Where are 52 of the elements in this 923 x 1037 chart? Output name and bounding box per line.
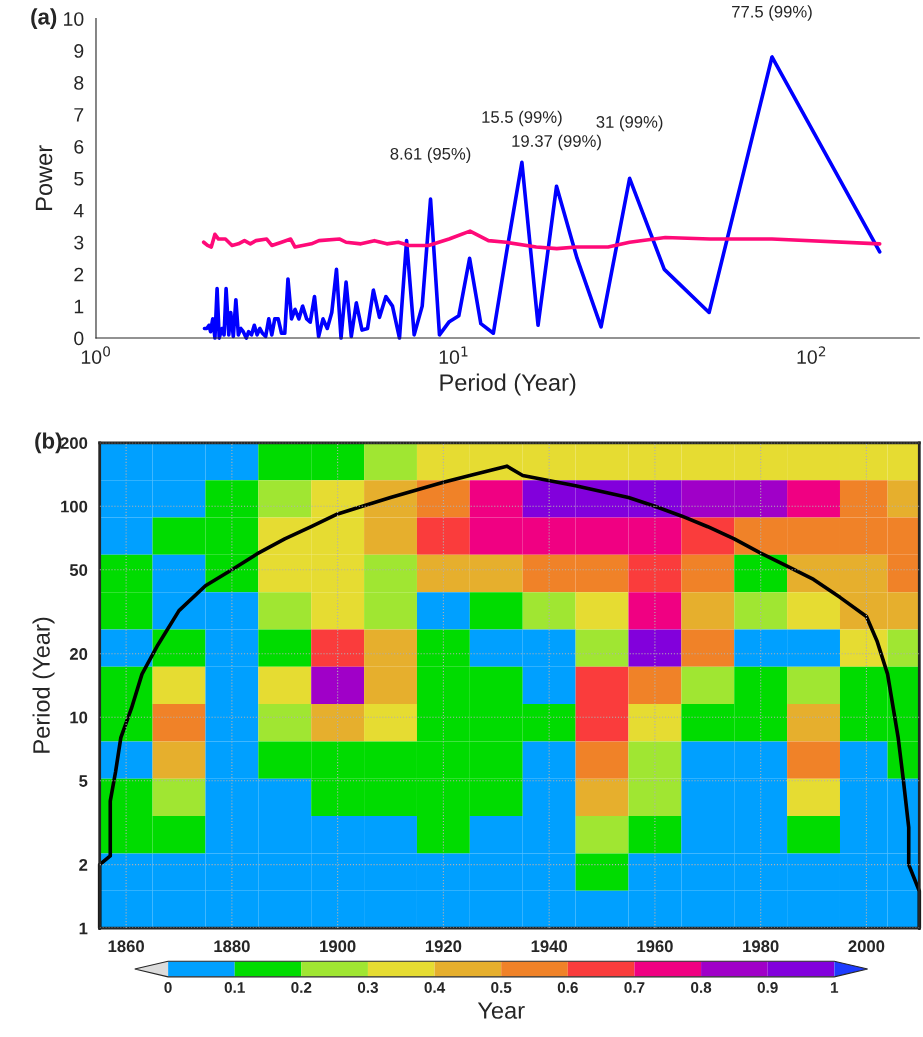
y-tick-label: 2 bbox=[79, 859, 88, 871]
y-tick-label: 10 bbox=[70, 711, 88, 724]
color-bar-label: 0.6 bbox=[557, 982, 578, 993]
color-bar-label: 1 bbox=[831, 982, 839, 993]
y-tick-label: 9 bbox=[74, 44, 84, 58]
annotation: 15.5 (99%) bbox=[482, 110, 562, 127]
y-tick-label: 50 bbox=[69, 564, 88, 576]
y-tick-label: 4 bbox=[73, 203, 84, 218]
y-tick-label: 5 bbox=[74, 172, 84, 186]
x-tick-label: 1880 bbox=[214, 940, 250, 953]
x-tick-label: 1940 bbox=[531, 940, 568, 953]
text: (a) bbox=[31, 8, 57, 30]
y-tick-label: 7 bbox=[74, 108, 84, 122]
x-tick-label: 10$^{1}$ bbox=[439, 346, 468, 365]
x-tick-label: 1900 bbox=[320, 940, 356, 953]
annotation: 31 (99%) bbox=[596, 115, 663, 132]
x-tick-label: 1980 bbox=[743, 940, 779, 953]
y-tick-label: 6 bbox=[74, 139, 84, 154]
y-tick-label: 3 bbox=[74, 235, 84, 250]
y-tick-label: 0 bbox=[74, 331, 84, 346]
y-tick-label: 10 bbox=[64, 12, 84, 26]
x-tick-label: 1920 bbox=[425, 940, 462, 953]
y-tick-label: 5 bbox=[79, 775, 88, 787]
color-bar-title: Year bbox=[477, 1002, 525, 1019]
x-axis-title: Period (Year) bbox=[440, 373, 576, 396]
x-tick-label: 10$^{0}$ bbox=[81, 346, 111, 364]
y-axis-title: Power bbox=[35, 145, 53, 210]
y-tick-label: 8 bbox=[74, 76, 84, 90]
color-bar-label: 0.1 bbox=[224, 982, 245, 993]
x-tick-label: 2000 bbox=[848, 940, 885, 953]
y-tick-label: 20 bbox=[69, 648, 88, 660]
y-tick-label: 1 bbox=[79, 922, 88, 935]
x-tick-label: 10$^{2}$ bbox=[797, 346, 826, 364]
text: (b) bbox=[35, 432, 62, 454]
color-bar-label: 0.8 bbox=[691, 982, 712, 993]
y-tick-label: 2 bbox=[74, 267, 84, 282]
color-bar-label: 0 bbox=[164, 982, 172, 993]
y-tick-label: 100 bbox=[61, 500, 88, 513]
color-bar-label: 0.9 bbox=[757, 982, 778, 993]
annotation: 8.61 (95%) bbox=[390, 147, 471, 164]
color-bar-label: 0.2 bbox=[291, 982, 312, 993]
color-bar-label: 0.4 bbox=[424, 982, 446, 993]
annotation: 77.5 (99%) bbox=[732, 5, 812, 21]
y-tick-label: 1 bbox=[74, 299, 84, 314]
color-bar-label: 0.3 bbox=[357, 982, 379, 993]
x-tick-label: 1860 bbox=[108, 940, 144, 953]
color-bar-label: 0.7 bbox=[624, 982, 645, 993]
color-bar-label: 0.5 bbox=[491, 982, 512, 993]
y-tick-label: 200 bbox=[60, 437, 88, 449]
y-axis-title: Period (Year) bbox=[32, 617, 55, 753]
x-tick-label: 1960 bbox=[637, 940, 673, 953]
annotation: 19.37 (99%) bbox=[512, 134, 601, 151]
